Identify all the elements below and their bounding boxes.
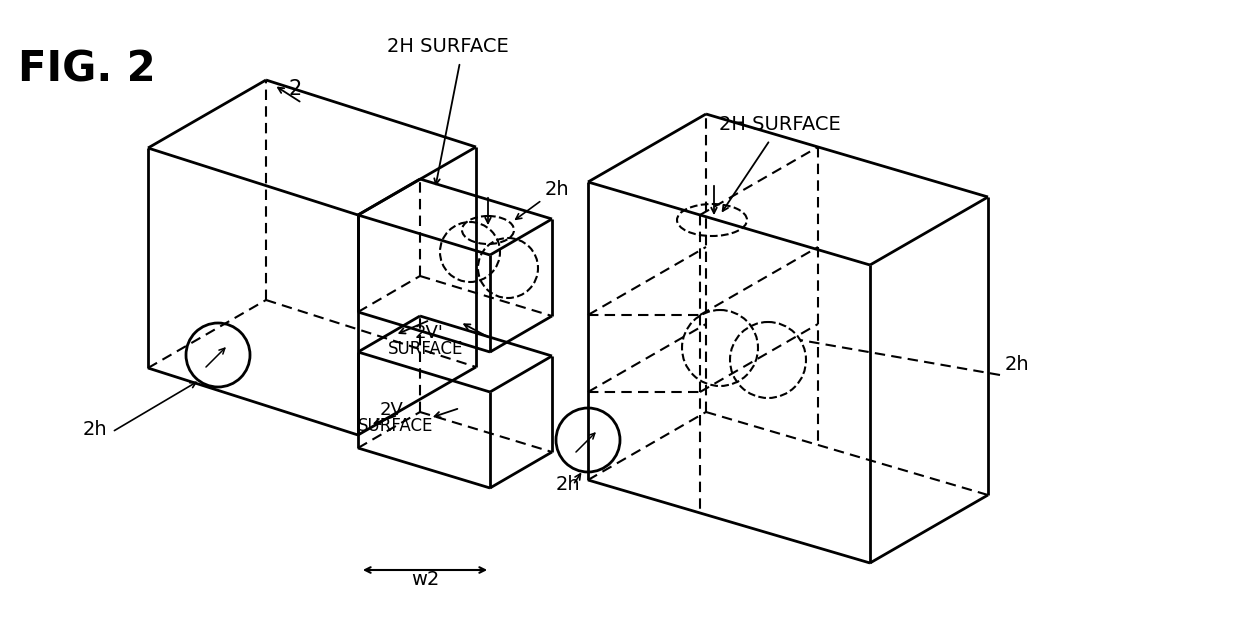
Text: w2: w2 xyxy=(410,570,439,589)
Text: SURFACE: SURFACE xyxy=(388,340,464,358)
Text: FIG. 2: FIG. 2 xyxy=(19,48,156,90)
Text: 2: 2 xyxy=(289,79,301,99)
Text: SURFACE: SURFACE xyxy=(358,417,433,435)
Text: 2V': 2V' xyxy=(415,324,444,342)
Text: 2V: 2V xyxy=(379,401,404,419)
Text: 2h: 2h xyxy=(556,475,580,494)
Text: 2h: 2h xyxy=(546,180,569,199)
Text: 2H SURFACE: 2H SURFACE xyxy=(719,115,841,134)
Text: 2H SURFACE: 2H SURFACE xyxy=(387,37,508,56)
Text: 2h: 2h xyxy=(1004,355,1029,374)
Text: 2h: 2h xyxy=(83,420,108,439)
